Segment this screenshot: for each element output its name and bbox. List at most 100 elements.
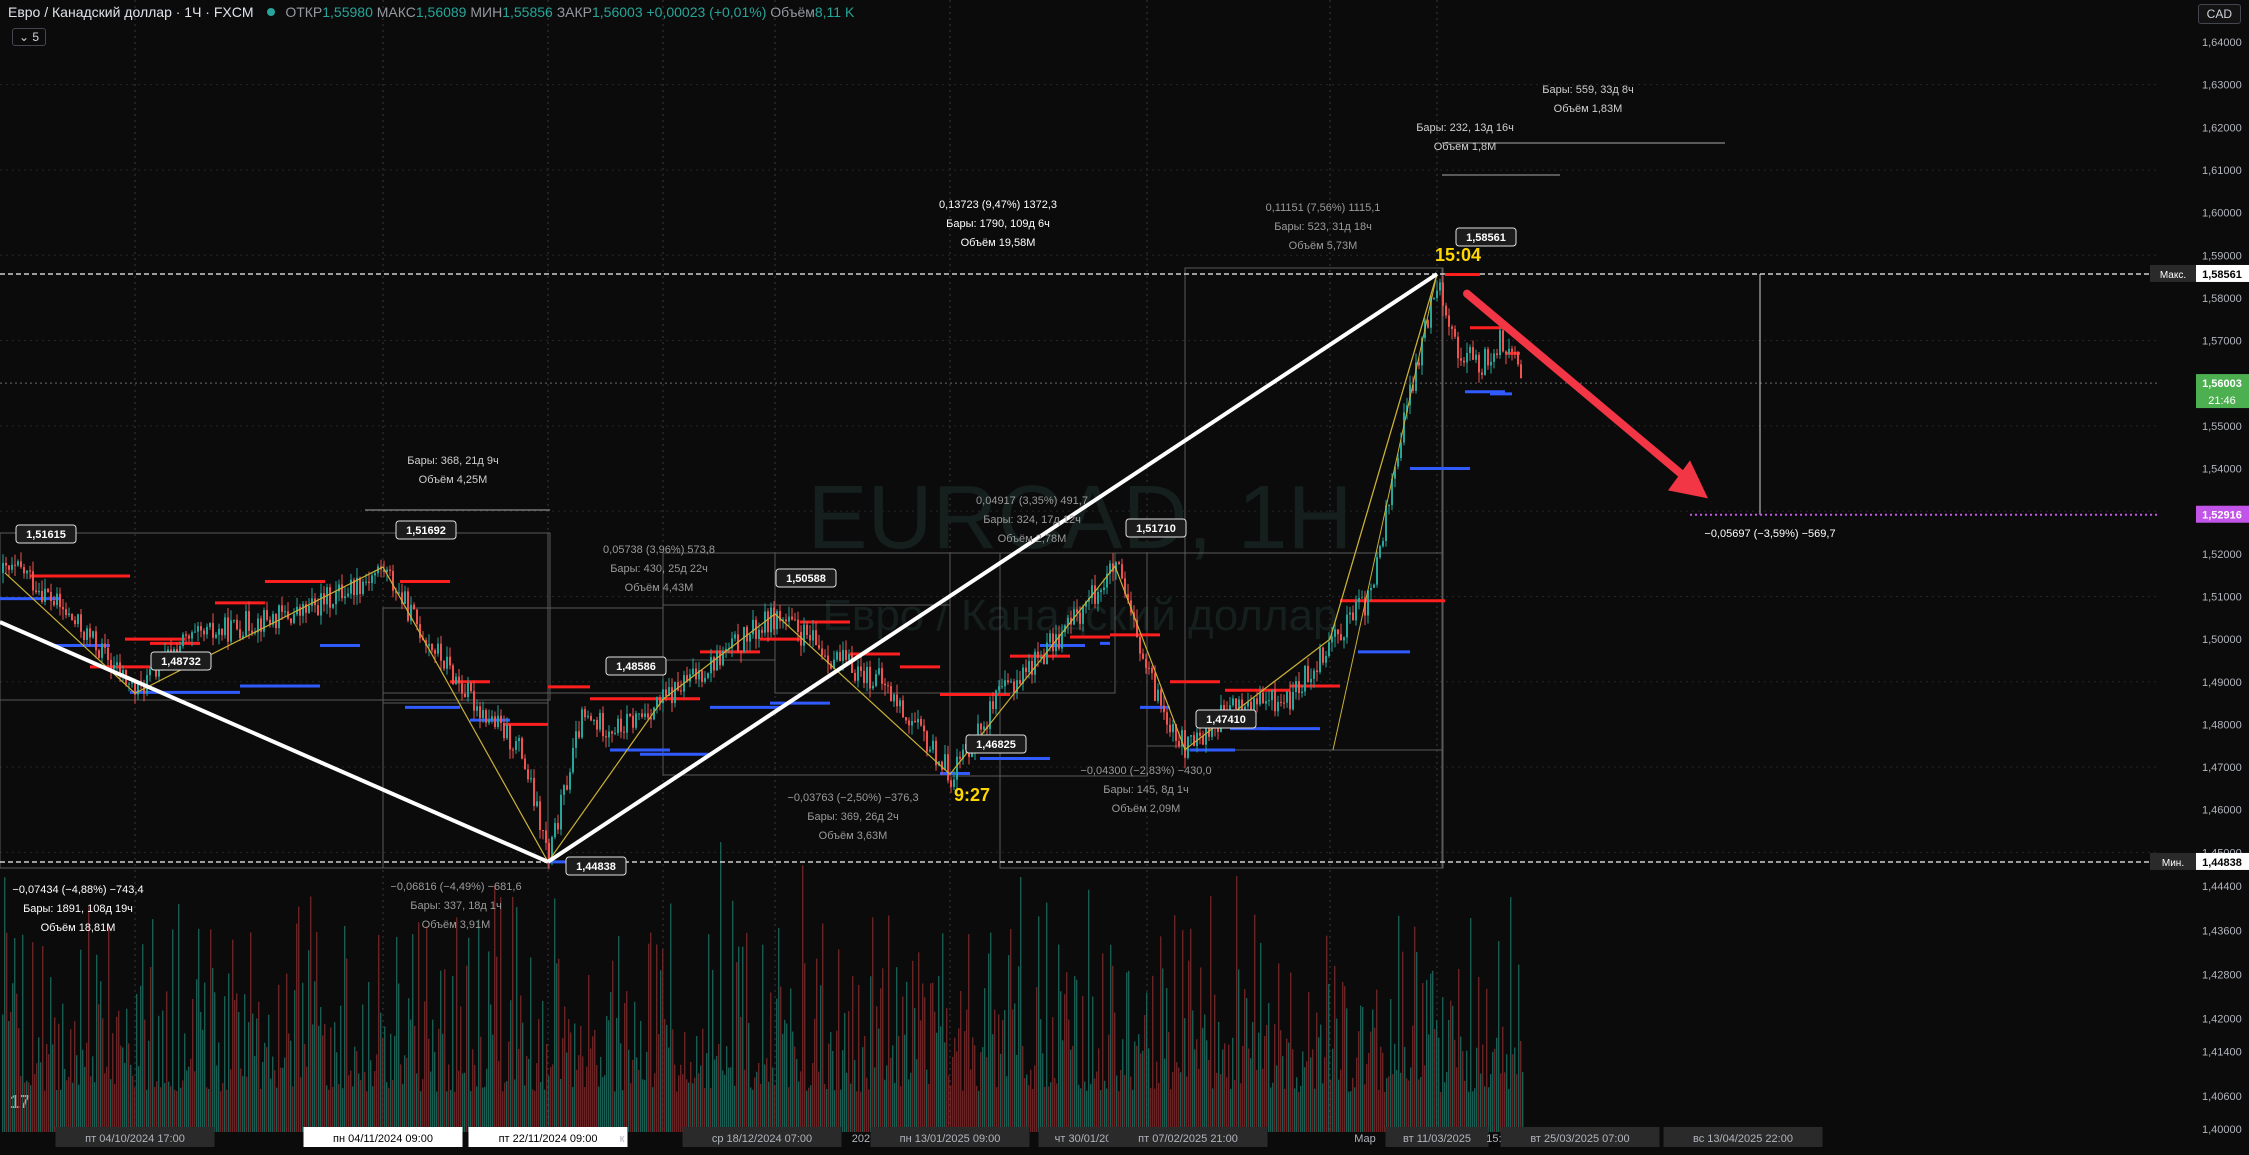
price-tick: 1,46000 [2202, 805, 2242, 817]
candle [794, 619, 796, 621]
volume-bar [346, 958, 348, 1132]
volume-bar [420, 1091, 422, 1132]
candle [1466, 353, 1468, 363]
candle [971, 752, 973, 757]
candle [461, 683, 463, 694]
candle [1103, 587, 1105, 591]
volume-bar [110, 1079, 112, 1132]
volume-bar [696, 1036, 698, 1132]
candle [1319, 647, 1321, 673]
volume-bar [222, 1082, 224, 1132]
time-label: вс 13/04/2025 22:00 [1693, 1133, 1793, 1145]
volume-bar [484, 1086, 486, 1132]
volume-bar [1194, 1049, 1196, 1132]
volume-bar [1408, 1080, 1410, 1132]
candle [1169, 724, 1171, 733]
candle [791, 616, 793, 620]
volume-bar [1034, 1065, 1036, 1132]
volume-bar [136, 994, 138, 1132]
volume-bar [602, 1077, 604, 1132]
candle [224, 617, 226, 636]
volume-bar [580, 1025, 582, 1132]
volume-bar [812, 1062, 814, 1132]
volume-bar [506, 1081, 508, 1132]
candle [881, 668, 883, 684]
candle [659, 697, 661, 704]
candle [365, 581, 367, 583]
measure-text: Бары: 559, 33д 8ч [1542, 84, 1634, 96]
candle [1268, 700, 1270, 702]
volume-bar [1460, 1036, 1462, 1132]
currency-button[interactable]: CAD [2197, 4, 2241, 24]
volume-bar [898, 1035, 900, 1132]
measure-text: Объём 3,63M [819, 830, 888, 842]
candle [452, 665, 454, 685]
candle [1382, 540, 1384, 547]
volume-bar [890, 1057, 892, 1132]
candle [1436, 290, 1438, 298]
volume-bar [300, 1077, 302, 1132]
candle [875, 674, 877, 686]
candle [1499, 330, 1501, 356]
candle [746, 626, 748, 642]
volume-bar [134, 1087, 136, 1132]
volume-bar [742, 946, 744, 1132]
candle [554, 822, 556, 838]
volume-bar [1072, 1045, 1074, 1132]
volume-bar [640, 1020, 642, 1132]
volume-bar [1082, 995, 1084, 1132]
measure-text: Объём 5,73M [1289, 240, 1358, 252]
volume-bar [28, 1082, 30, 1132]
candle [1154, 673, 1156, 701]
volume-bar [378, 934, 380, 1132]
volume-bar [720, 842, 722, 1132]
candle [392, 570, 394, 591]
candle [431, 644, 433, 651]
volume-bar [306, 1066, 308, 1132]
time-label: пн 13/01/2025 09:00 [900, 1133, 1001, 1145]
volume-bar [772, 1067, 774, 1132]
volume-bar [106, 1066, 108, 1132]
candle [1397, 458, 1399, 467]
volume-bar [1108, 1034, 1110, 1132]
volume-bar [794, 1046, 796, 1132]
symbol-title[interactable]: Евро / Канадский доллар · 1Ч · FXCM [8, 4, 254, 20]
volume-bar [660, 970, 662, 1132]
volume-bar [1010, 929, 1012, 1132]
candle [350, 579, 352, 594]
volume-bar [724, 1074, 726, 1132]
volume-bar [586, 1066, 588, 1132]
volume-bar [1056, 1083, 1058, 1132]
pivot-label-box [775, 568, 837, 588]
pivot-label-box [605, 656, 667, 676]
volume-bar [1230, 1088, 1232, 1132]
pivot-label: 1,58561 [1466, 232, 1506, 244]
price-tag-value: 1,56003 [2202, 378, 2242, 390]
candle [869, 666, 871, 689]
volume-bar [774, 1084, 776, 1132]
volume-bar [324, 1023, 326, 1132]
volume-bar [844, 1013, 846, 1132]
candle [863, 670, 865, 684]
volume-bar [416, 1073, 418, 1132]
volume-bar [672, 1029, 674, 1132]
candle [398, 592, 400, 594]
candle [437, 643, 439, 654]
candle [560, 794, 562, 830]
volume-bar [158, 1015, 160, 1132]
volume-bar [646, 1051, 648, 1132]
volume-bar [700, 1065, 702, 1132]
volume-bar [648, 943, 650, 1132]
volume-bar [1062, 1040, 1064, 1132]
volume-bar [40, 1062, 42, 1132]
volume-bar [654, 1073, 656, 1132]
time-label-box [55, 1127, 215, 1147]
volume-bar [1330, 1079, 1332, 1132]
pivot-label: 1,48586 [616, 661, 656, 673]
candle [434, 650, 436, 654]
candle [1316, 670, 1318, 673]
indicator-count-badge[interactable]: ⌄ 5 [12, 28, 47, 46]
candle [11, 564, 13, 570]
candle [1385, 505, 1387, 541]
